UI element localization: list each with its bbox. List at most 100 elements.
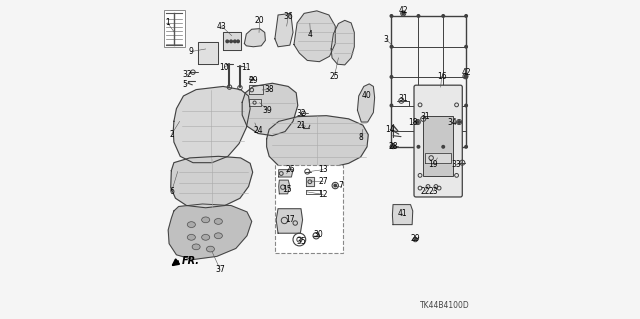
Ellipse shape <box>214 219 222 224</box>
Polygon shape <box>358 84 374 122</box>
Circle shape <box>414 239 416 241</box>
Circle shape <box>465 104 467 107</box>
Circle shape <box>465 15 467 17</box>
Polygon shape <box>173 86 250 163</box>
Text: 31: 31 <box>399 94 408 103</box>
Circle shape <box>390 76 393 78</box>
Polygon shape <box>276 209 303 233</box>
Text: 32: 32 <box>296 109 306 118</box>
Text: 3: 3 <box>383 35 388 44</box>
Polygon shape <box>275 13 293 47</box>
Text: 29: 29 <box>248 76 258 85</box>
Polygon shape <box>223 33 241 50</box>
Polygon shape <box>426 153 451 163</box>
Text: 29: 29 <box>410 234 420 243</box>
Text: 1: 1 <box>165 19 170 27</box>
Ellipse shape <box>202 217 210 223</box>
Text: 5: 5 <box>182 80 188 89</box>
Circle shape <box>390 145 393 148</box>
Polygon shape <box>392 204 413 225</box>
Circle shape <box>465 46 467 48</box>
Circle shape <box>417 15 420 17</box>
Circle shape <box>390 15 393 17</box>
Text: 41: 41 <box>397 209 407 218</box>
Polygon shape <box>171 156 253 208</box>
Polygon shape <box>198 42 218 64</box>
Text: 14: 14 <box>385 125 395 134</box>
Text: 15: 15 <box>282 185 291 194</box>
Polygon shape <box>278 180 290 194</box>
Text: 42: 42 <box>461 68 471 77</box>
Text: 6: 6 <box>169 187 174 196</box>
Ellipse shape <box>214 233 222 239</box>
Circle shape <box>442 145 445 148</box>
Text: 31: 31 <box>420 112 429 121</box>
Circle shape <box>465 145 467 148</box>
Text: 19: 19 <box>428 160 438 169</box>
Text: 35: 35 <box>296 237 306 246</box>
Circle shape <box>417 121 419 123</box>
FancyBboxPatch shape <box>414 85 462 197</box>
Circle shape <box>458 121 460 123</box>
Text: 36: 36 <box>284 12 293 21</box>
Circle shape <box>334 184 337 187</box>
Text: TK44B4100D: TK44B4100D <box>420 301 469 310</box>
Circle shape <box>465 76 467 78</box>
Text: 39: 39 <box>262 106 273 115</box>
Text: 22: 22 <box>420 187 429 196</box>
Ellipse shape <box>188 234 195 240</box>
Ellipse shape <box>207 246 214 252</box>
Ellipse shape <box>202 234 210 240</box>
Circle shape <box>234 40 236 43</box>
Circle shape <box>237 40 239 43</box>
Polygon shape <box>306 177 314 187</box>
Bar <box>423 116 453 176</box>
Text: 9: 9 <box>189 47 194 56</box>
Polygon shape <box>278 170 293 177</box>
Polygon shape <box>244 29 266 47</box>
Text: 18: 18 <box>408 118 418 127</box>
Text: 2: 2 <box>170 130 174 138</box>
Text: 34: 34 <box>448 118 458 127</box>
Text: 16: 16 <box>437 72 447 81</box>
Text: 4: 4 <box>308 30 313 39</box>
Text: 13: 13 <box>318 165 328 174</box>
Text: 21: 21 <box>296 121 306 130</box>
Circle shape <box>390 46 393 48</box>
Circle shape <box>392 145 394 147</box>
Text: 27: 27 <box>318 177 328 186</box>
Text: 32: 32 <box>182 70 192 79</box>
Circle shape <box>226 40 228 43</box>
Polygon shape <box>242 83 298 136</box>
Polygon shape <box>331 20 355 65</box>
Ellipse shape <box>192 244 200 250</box>
Polygon shape <box>250 99 261 106</box>
Text: 24: 24 <box>253 126 263 135</box>
Text: 26: 26 <box>285 165 294 174</box>
Circle shape <box>464 75 467 78</box>
Circle shape <box>417 145 420 148</box>
Text: 30: 30 <box>313 230 323 239</box>
Circle shape <box>442 15 445 17</box>
Text: 37: 37 <box>215 264 225 274</box>
Bar <box>164 10 186 47</box>
Text: 17: 17 <box>285 215 295 224</box>
Text: 10: 10 <box>220 63 229 72</box>
Text: 12: 12 <box>319 190 328 199</box>
Text: 42: 42 <box>399 6 408 15</box>
Text: 43: 43 <box>217 22 227 31</box>
Text: 23: 23 <box>429 187 438 196</box>
Circle shape <box>230 40 232 43</box>
Bar <box>275 165 343 253</box>
Text: 7: 7 <box>338 181 343 190</box>
Ellipse shape <box>188 222 195 227</box>
Text: 40: 40 <box>361 92 371 100</box>
Polygon shape <box>267 116 368 169</box>
Circle shape <box>390 104 393 107</box>
Text: 20: 20 <box>255 16 264 25</box>
Text: 25: 25 <box>330 72 339 81</box>
Polygon shape <box>168 204 252 260</box>
Text: FR.: FR. <box>182 256 200 266</box>
Polygon shape <box>294 11 335 62</box>
Text: 33: 33 <box>452 160 461 169</box>
